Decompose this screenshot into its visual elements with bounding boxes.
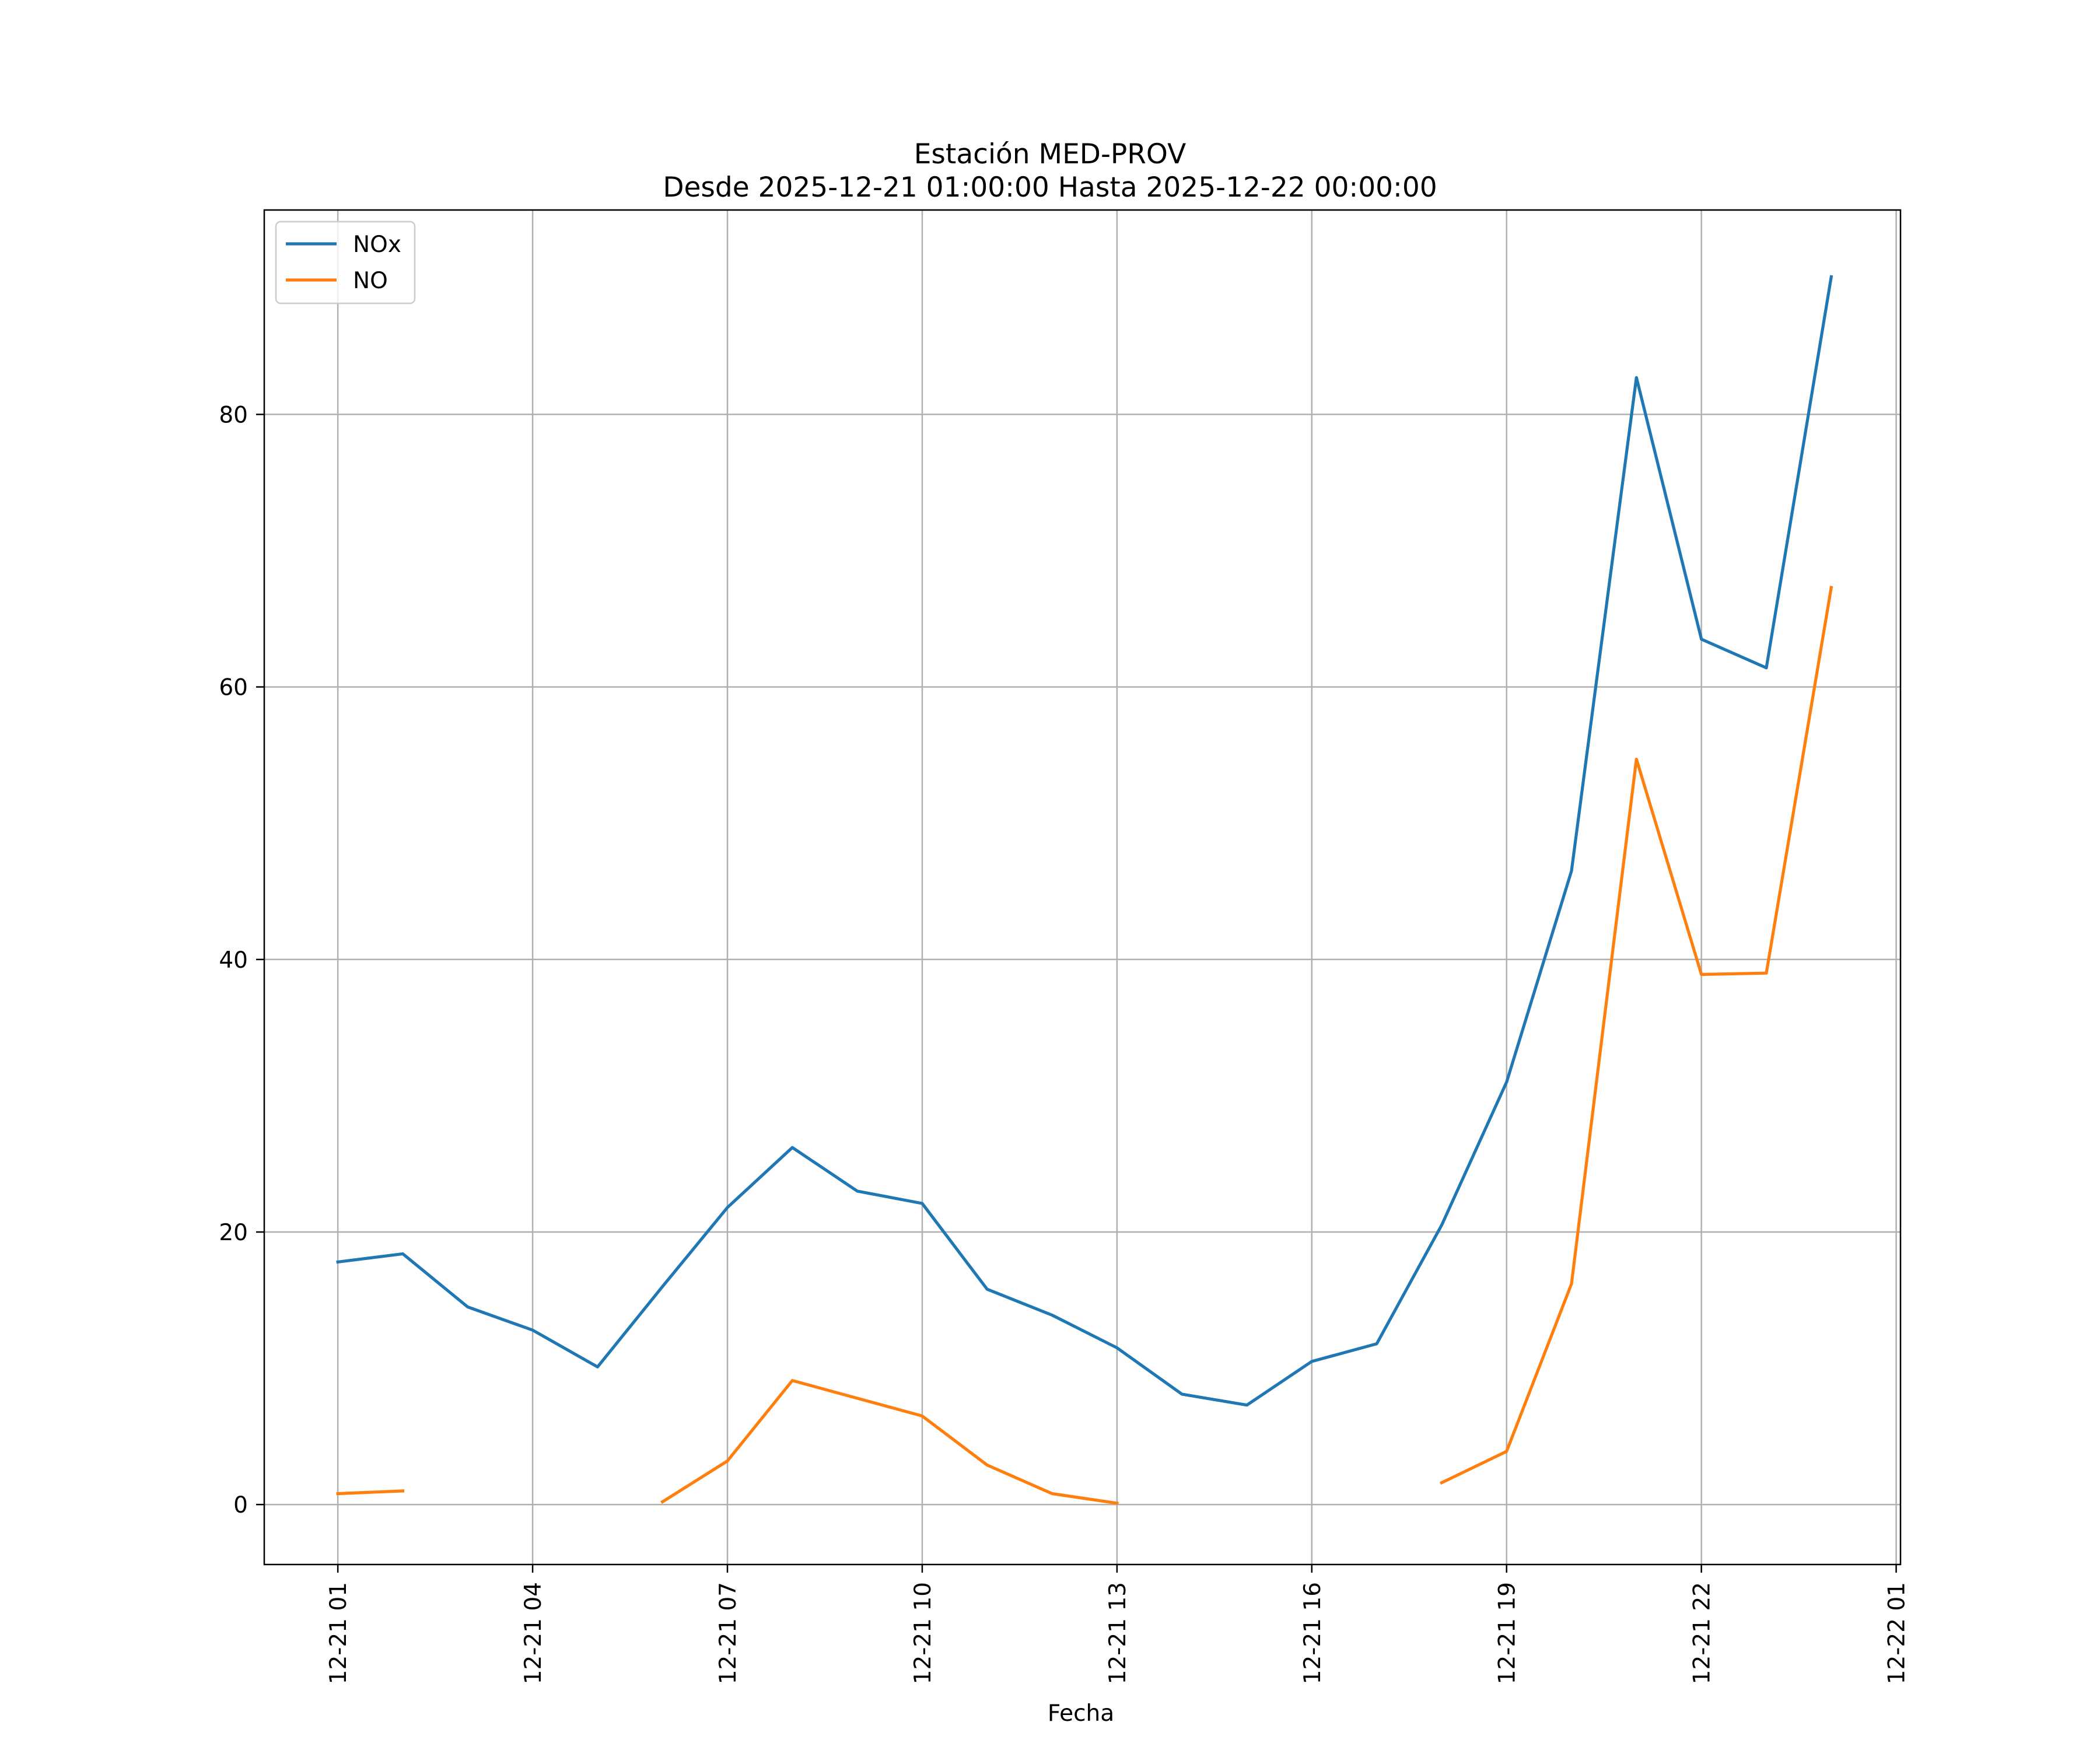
- x-axis-label: Fecha: [1048, 1700, 1114, 1727]
- chart-title: Estación MED-PROV: [914, 138, 1186, 170]
- x-tick-label: 12-21 13: [1105, 1582, 1131, 1684]
- series-line-nox: [336, 275, 1833, 1407]
- x-tick-label: 12-21 07: [715, 1582, 741, 1684]
- legend-label-nox: NOx: [353, 232, 401, 258]
- x-tick-label: 12-21 10: [910, 1582, 936, 1684]
- y-tick-label: 0: [233, 1492, 248, 1518]
- plot-frame: [263, 209, 1902, 1566]
- x-tick-label: 12-21 16: [1300, 1582, 1326, 1684]
- x-axis-ticks: 12-21 01 12-21 04 12-21 07 12-21 10 12-21 13…: [326, 1564, 1910, 1684]
- grid: [264, 210, 1901, 1564]
- y-tick-label: 40: [219, 947, 248, 974]
- legend: NOx NO: [275, 220, 416, 304]
- legend-box: [275, 220, 416, 304]
- x-tick-label: 12-21 01: [326, 1582, 352, 1684]
- y-axis-ticks: 0 20 40 60 80: [219, 402, 264, 1518]
- x-tick-label: 12-21 22: [1689, 1582, 1716, 1684]
- x-tick-label: 12-22 01: [1884, 1582, 1910, 1684]
- y-tick-label: 20: [219, 1220, 248, 1246]
- x-tick-label: 12-21 04: [520, 1582, 547, 1684]
- legend-label-no: NO: [353, 268, 388, 294]
- y-tick-label: 80: [219, 402, 248, 428]
- series-lines: [336, 275, 1833, 1505]
- y-tick-label: 60: [219, 675, 248, 701]
- series-line-no: [336, 586, 1833, 1505]
- chart-subtitle: Desde 2025-12-21 01:00:00 Hasta 2025-12-…: [663, 172, 1437, 204]
- x-tick-label: 12-21 19: [1494, 1582, 1521, 1684]
